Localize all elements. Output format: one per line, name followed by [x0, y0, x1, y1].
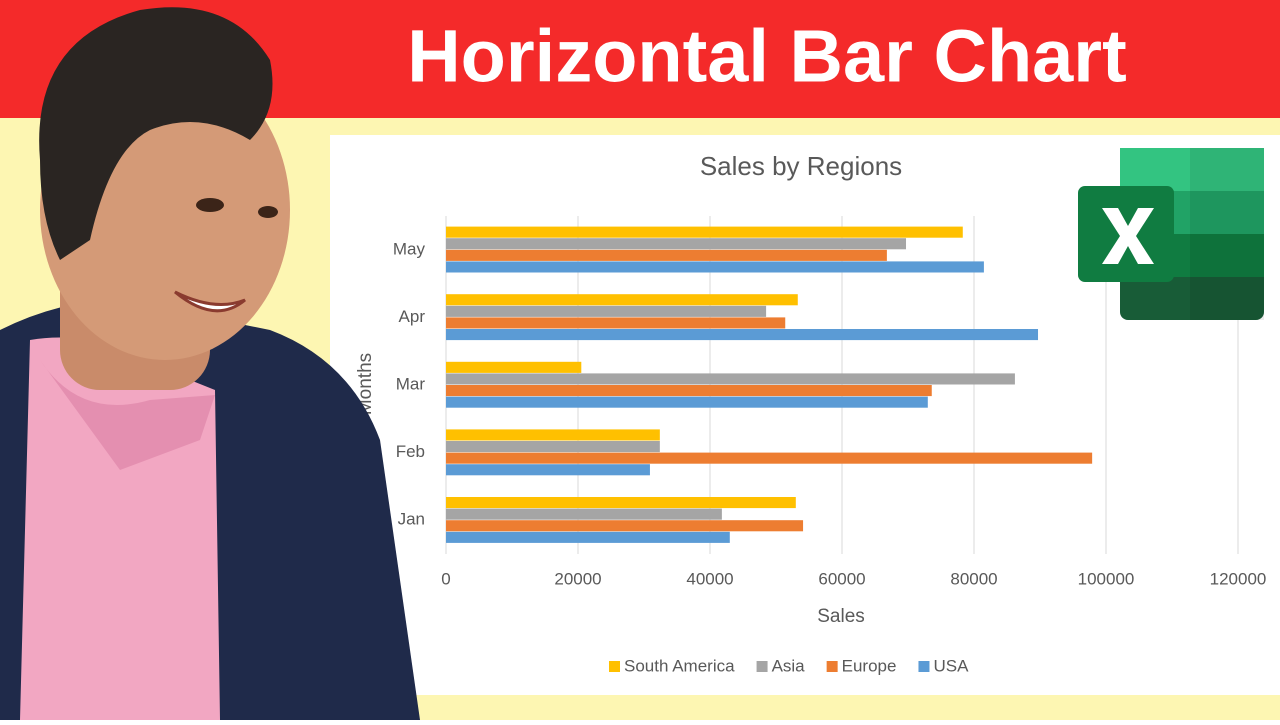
- bar: [446, 452, 1093, 464]
- y-tick-label: Jan: [398, 510, 425, 529]
- bar: [446, 226, 963, 238]
- x-tick-label: 60000: [818, 569, 865, 588]
- bar: [446, 429, 660, 441]
- legend-swatch: [756, 661, 768, 672]
- y-tick-label: Mar: [396, 374, 426, 393]
- bar: [446, 464, 650, 476]
- y-tick-label: Feb: [396, 442, 425, 461]
- bar: [446, 531, 730, 543]
- legend-label: Europe: [842, 656, 897, 675]
- legend: South America Asia Europe USA: [609, 656, 969, 675]
- bar: [446, 261, 984, 273]
- x-tick-label: 20000: [554, 569, 601, 588]
- bar: [446, 373, 1015, 385]
- legend-swatch: [826, 661, 838, 672]
- bar: [446, 361, 582, 373]
- bar: [446, 249, 887, 261]
- x-tick-label: 40000: [686, 569, 733, 588]
- person: [0, 7, 420, 720]
- legend-label: Asia: [772, 656, 806, 675]
- y-axis-label: Months: [355, 353, 376, 415]
- legend-swatch: [918, 661, 930, 672]
- y-tick-label: Apr: [399, 307, 426, 326]
- bar: [446, 294, 798, 306]
- legend-label: South America: [624, 656, 735, 675]
- x-axis-label: Sales: [817, 606, 865, 627]
- bar: [446, 441, 660, 453]
- excel-icon: [1078, 148, 1264, 320]
- bar: [446, 508, 722, 520]
- bar: [446, 238, 907, 250]
- x-tick-label: 100000: [1078, 569, 1135, 588]
- bar: [446, 520, 804, 532]
- x-tick-label: 80000: [950, 569, 997, 588]
- banner-title: Horizontal Bar Chart: [407, 15, 1127, 98]
- bar: [446, 396, 928, 408]
- x-tick-label: 120000: [1210, 569, 1267, 588]
- x-tick-label: 0: [441, 569, 450, 588]
- chart-title: Sales by Regions: [700, 151, 902, 181]
- bar: [446, 497, 796, 509]
- legend-label: USA: [933, 656, 969, 675]
- bar: [446, 329, 1039, 341]
- y-tick-label: May: [393, 239, 426, 258]
- bar: [446, 317, 786, 329]
- legend-swatch: [609, 661, 620, 672]
- bar: [446, 305, 767, 317]
- bar: [446, 385, 932, 397]
